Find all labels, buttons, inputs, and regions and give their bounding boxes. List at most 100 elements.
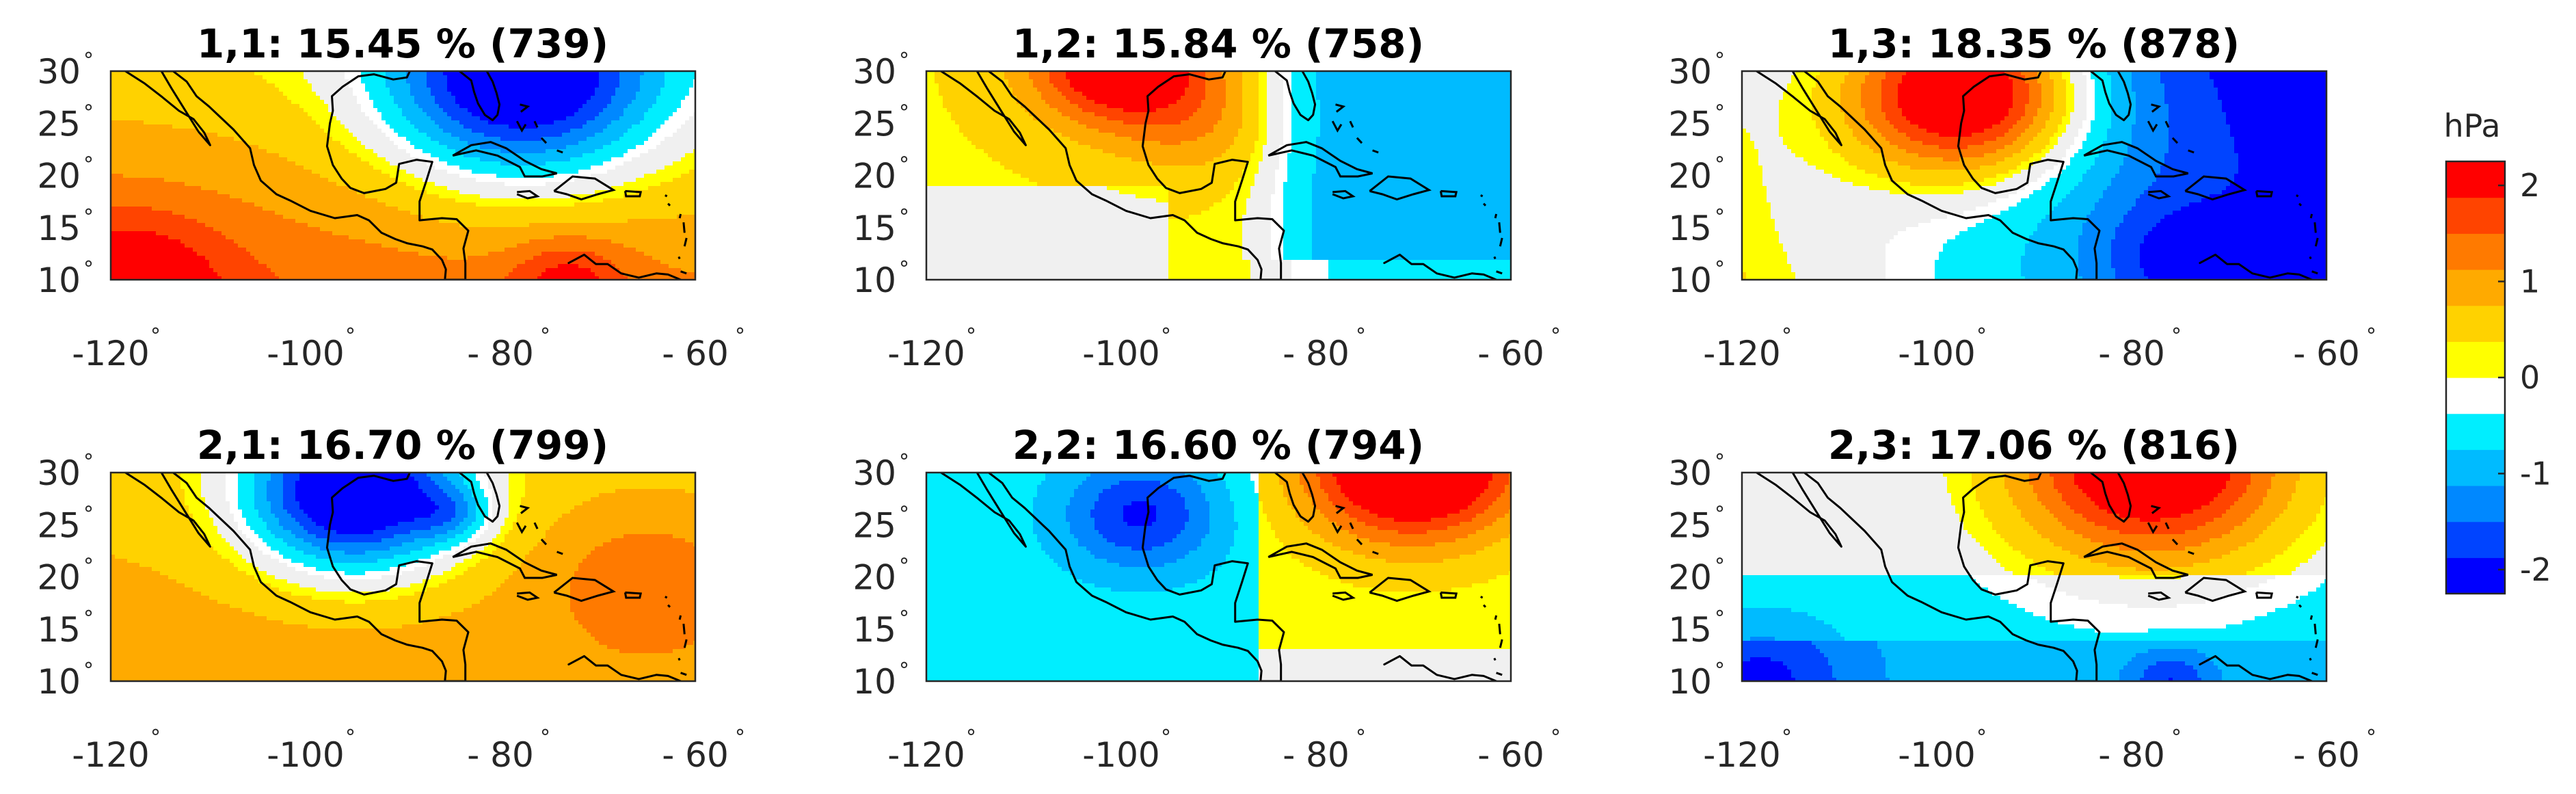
longitude-tick-label: - 60 (1477, 735, 1544, 775)
latitude-tick-label: 25 (853, 505, 896, 545)
degree-symbol: ° (735, 726, 745, 750)
degree-symbol: ° (735, 324, 745, 348)
degree-symbol: ° (83, 205, 94, 229)
latitude-tick-label: 20 (37, 157, 81, 196)
colorbar-unit-label: hPa (2443, 107, 2500, 144)
degree-symbol: ° (83, 555, 94, 579)
panel-1-1: 1,1: 15.45 % (739) 30 °25 °20 °15 °10 ° -120 °… (37, 21, 745, 373)
longitude-tick-label: -120 (887, 735, 965, 775)
degree-symbol: ° (1715, 555, 1725, 579)
degree-symbol: ° (1551, 324, 1561, 348)
map-frame (1741, 70, 2328, 281)
latitude-tick-label: 10 (37, 662, 81, 702)
colorbar-ticks: 2 1 0 -1 -2 (2498, 167, 2551, 588)
colorbar-swatch (2446, 305, 2505, 342)
map-frame (925, 471, 1512, 683)
latitude-tick-label: 20 (37, 558, 81, 598)
panel-title: 1,3: 18.35 % (878) (1828, 21, 2240, 67)
latitude-tick-label: 25 (853, 104, 896, 144)
pressure-anomaly-field (111, 473, 695, 681)
longitude-tick-label: -120 (72, 735, 149, 775)
coastline (1755, 473, 2319, 681)
coastline (124, 71, 688, 280)
colorbar-tick-label: 1 (2520, 263, 2540, 300)
latitude-tick-label: 30 (1668, 453, 1712, 493)
degree-symbol: ° (899, 555, 909, 579)
longitude-tick-label: - 60 (2293, 334, 2360, 373)
longitude-tick-label: - 80 (467, 735, 534, 775)
degree-symbol: ° (1715, 101, 1725, 124)
longitude-ticks: -120 ° -100 ° - 80 ° - 60 ° (887, 324, 1561, 373)
degree-symbol: ° (1551, 726, 1561, 750)
degree-symbol: ° (2171, 726, 2182, 750)
map-frame (109, 70, 697, 281)
degree-symbol: ° (1976, 324, 1987, 348)
colorbar-swatch (2446, 269, 2505, 306)
latitude-ticks: 30 °25 °20 °15 °10 ° (37, 450, 94, 702)
map-frame (1741, 471, 2328, 683)
degree-symbol: ° (899, 607, 909, 631)
degree-symbol: ° (899, 257, 909, 281)
latitude-tick-label: 20 (853, 157, 896, 196)
degree-symbol: ° (1976, 726, 1987, 750)
longitude-tick-label: -100 (1082, 334, 1159, 373)
colorbar-swatch (2446, 197, 2505, 234)
degree-symbol: ° (2366, 324, 2376, 348)
panel-2-1: 2,1: 16.70 % (799) 30 °25 °20 °15 °10 ° -120 °… (37, 422, 745, 775)
degree-symbol: ° (1782, 726, 1792, 750)
degree-symbol: ° (1715, 205, 1725, 229)
degree-symbol: ° (1715, 257, 1725, 281)
latitude-tick-label: 10 (853, 261, 896, 300)
degree-symbol: ° (1715, 607, 1725, 631)
colorbar-tick-label: -2 (2520, 551, 2551, 588)
panel-title: 2,3: 17.06 % (816) (1828, 422, 2240, 468)
longitude-ticks: -120 ° -100 ° - 80 ° - 60 ° (72, 324, 745, 373)
latitude-tick-label: 20 (1668, 558, 1712, 598)
latitude-tick-label: 20 (1668, 157, 1712, 196)
map-frame (109, 471, 697, 683)
latitude-tick-label: 30 (37, 52, 81, 92)
pressure-anomaly-field (926, 473, 1511, 681)
coastline (124, 473, 688, 681)
colorbar-swatch (2446, 449, 2505, 486)
longitude-tick-label: - 80 (467, 334, 534, 373)
degree-symbol: ° (83, 153, 94, 177)
degree-symbol: ° (83, 502, 94, 526)
degree-symbol: ° (83, 49, 94, 72)
coastline (1755, 71, 2319, 280)
longitude-tick-label: -100 (1898, 334, 1975, 373)
latitude-tick-label: 15 (37, 610, 81, 650)
colorbar-swatches (2446, 161, 2505, 594)
longitude-ticks: -120 ° -100 ° - 80 ° - 60 ° (1703, 324, 2376, 373)
longitude-tick-label: -120 (887, 334, 965, 373)
latitude-tick-label: 25 (37, 505, 81, 545)
degree-symbol: ° (966, 324, 976, 348)
colorbar-swatch (2446, 557, 2505, 594)
degree-symbol: ° (899, 49, 909, 72)
colorbar-tick-label: 0 (2520, 359, 2540, 396)
degree-symbol: ° (2366, 726, 2376, 750)
longitude-tick-label: - 80 (1283, 735, 1350, 775)
panel-title: 1,1: 15.45 % (739) (197, 21, 608, 67)
latitude-ticks: 30 °25 °20 °15 °10 ° (37, 49, 94, 300)
degree-symbol: ° (899, 101, 909, 124)
colorbar: hPa 2 1 0 -1 -2 (2443, 107, 2551, 595)
latitude-tick-label: 15 (853, 209, 896, 248)
latitude-tick-label: 15 (37, 209, 81, 248)
latitude-tick-label: 30 (1668, 52, 1712, 92)
panel-2-2: 2,2: 16.60 % (794) 30 °25 °20 °15 °10 ° -120 °… (853, 422, 1561, 775)
latitude-ticks: 30 °25 °20 °15 °10 ° (1668, 450, 1725, 702)
degree-symbol: ° (83, 450, 94, 474)
degree-symbol: ° (2171, 324, 2182, 348)
longitude-tick-label: -100 (1898, 735, 1975, 775)
latitude-tick-label: 15 (1668, 209, 1712, 248)
degree-symbol: ° (83, 607, 94, 631)
colorbar-swatch (2446, 341, 2505, 378)
panel-title: 1,2: 15.84 % (758) (1012, 21, 1424, 67)
pressure-anomaly-field (1742, 71, 2326, 280)
map-frame (925, 70, 1512, 281)
longitude-tick-label: -100 (267, 735, 344, 775)
longitude-tick-label: -100 (267, 334, 344, 373)
